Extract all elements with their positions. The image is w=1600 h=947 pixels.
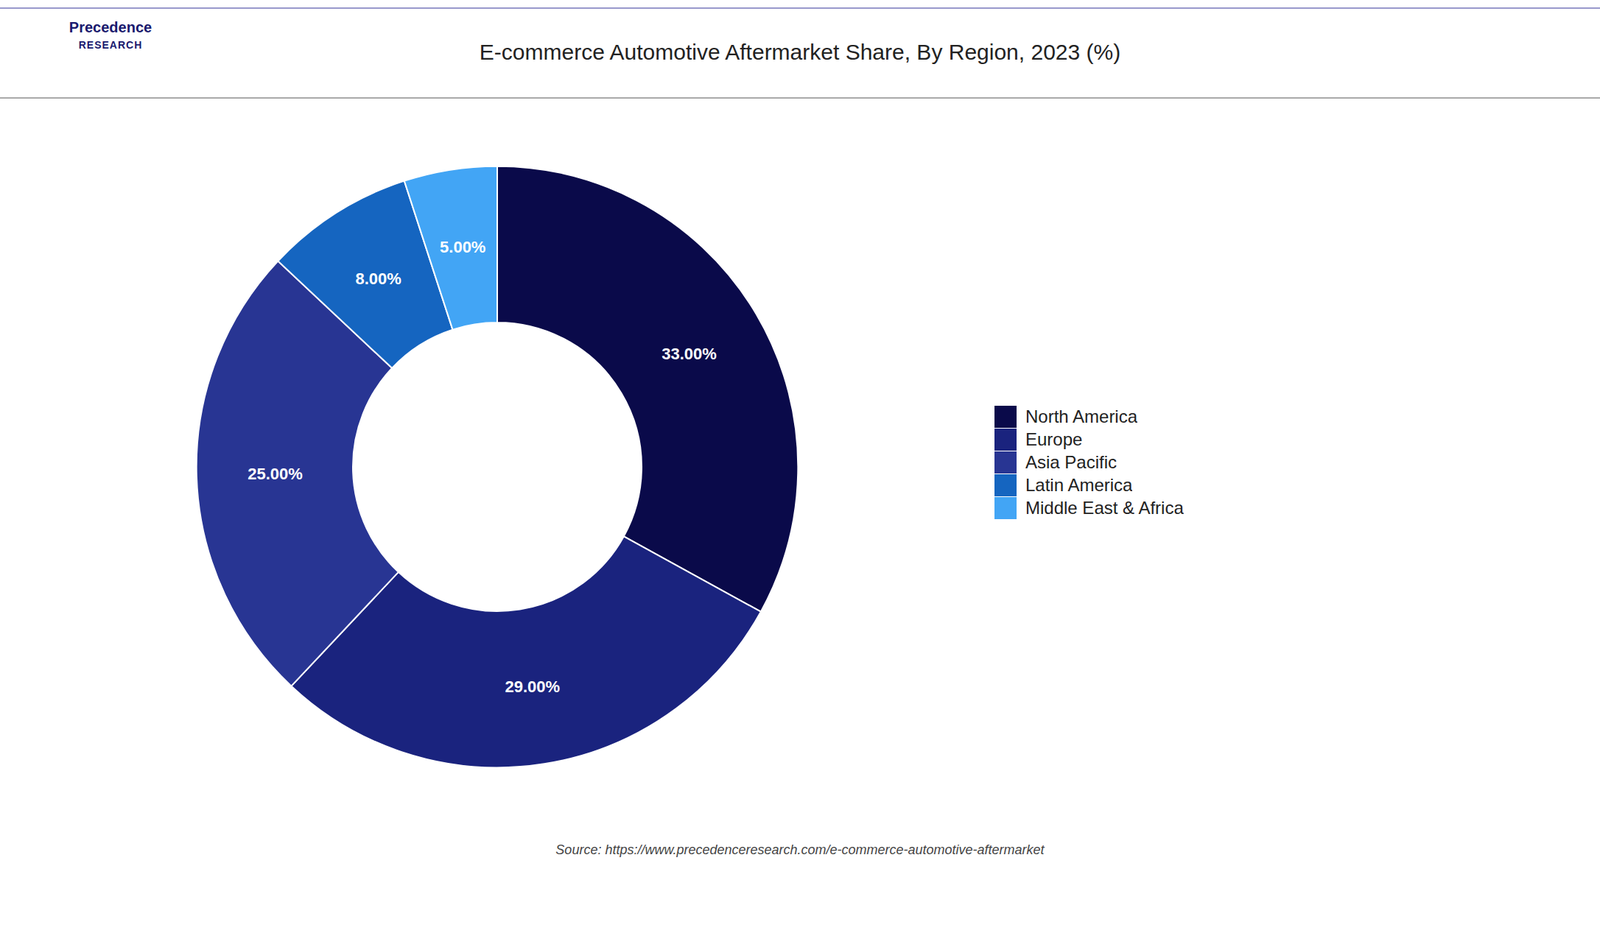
html-text:Source: https://www.precedence: Source: https://www.precedenceresearch.c… bbox=[555, 842, 1045, 858]
html-text:Middle East & Africa: Middle East & Africa bbox=[1025, 497, 1184, 518]
html-text:Latin America: Latin America bbox=[1025, 474, 1133, 495]
svg-text:29.00%: 29.00% bbox=[504, 677, 560, 697]
html-text:Precedence: Precedence bbox=[69, 19, 152, 36]
svg-text:33.00%: 33.00% bbox=[661, 344, 717, 364]
svg-text:8.00%: 8.00% bbox=[355, 269, 401, 289]
svg-text:25.00%: 25.00% bbox=[247, 464, 303, 484]
html-text:RESEARCH: RESEARCH bbox=[78, 39, 143, 51]
html-text:Asia Pacific: Asia Pacific bbox=[1025, 451, 1117, 472]
html-text:North America: North America bbox=[1025, 406, 1138, 427]
svg-text:5.00%: 5.00% bbox=[439, 237, 486, 257]
html-text:Europe: Europe bbox=[1025, 429, 1083, 449]
html-text:E-commerce Automotive Aftermar: E-commerce Automotive Aftermarket Share,… bbox=[479, 39, 1121, 65]
